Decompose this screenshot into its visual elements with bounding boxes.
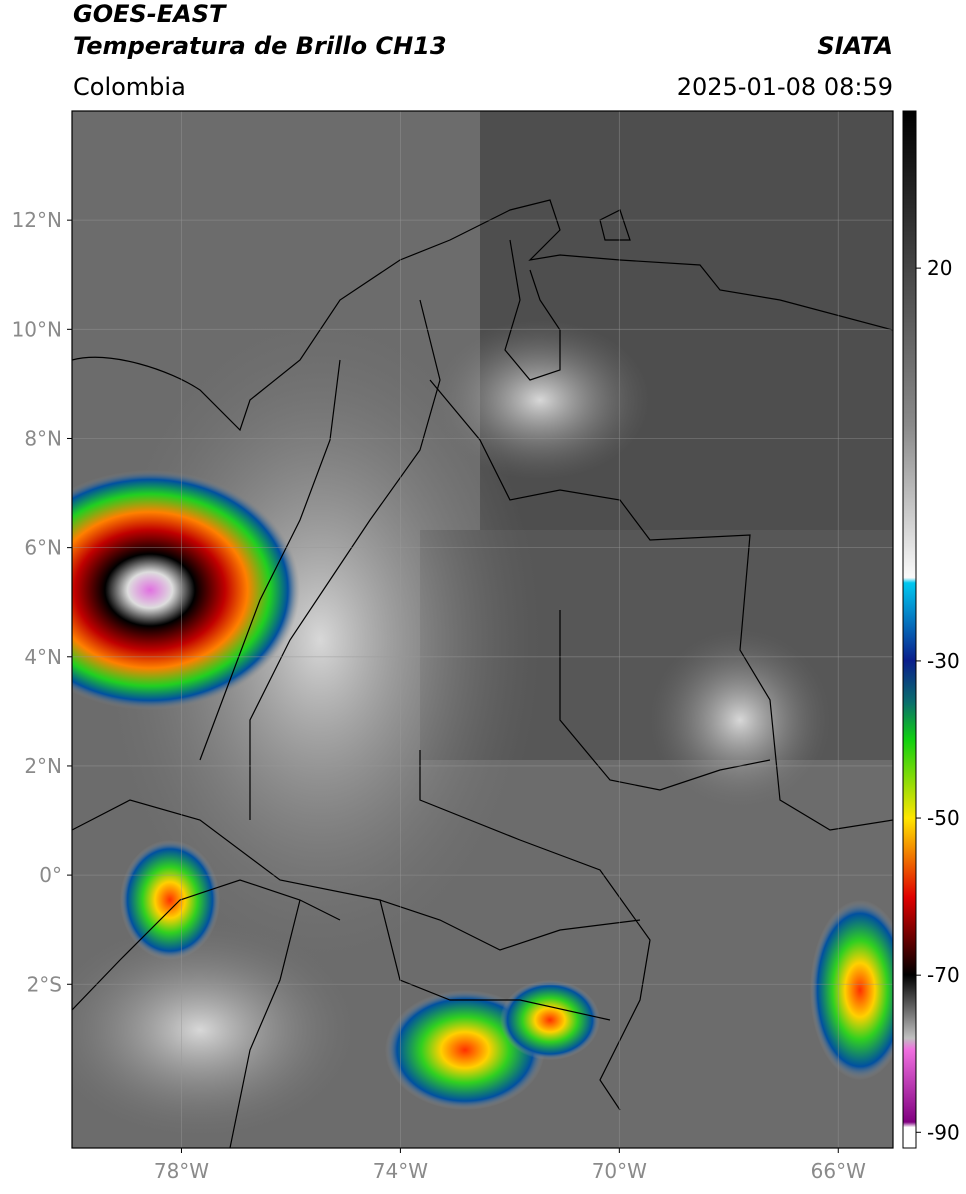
colorbar-tick-label: 20 bbox=[927, 256, 952, 280]
y-tick-label: 0° bbox=[39, 863, 62, 887]
colorbar-tick-label: -70 bbox=[927, 963, 960, 987]
y-tick-label: 6°N bbox=[24, 536, 62, 560]
storm bbox=[810, 900, 893, 1080]
grid bbox=[72, 111, 893, 1148]
y-tick-label: 2°S bbox=[27, 972, 62, 996]
subtitle: Temperatura de Brillo CH13 bbox=[73, 32, 447, 60]
source: SIATA bbox=[817, 32, 893, 60]
x-tick-label: 78°W bbox=[154, 1159, 209, 1183]
y-tick-label: 8°N bbox=[24, 426, 62, 450]
y-tick-label: 10°N bbox=[12, 317, 62, 341]
colorbar-tick-label: -50 bbox=[927, 806, 960, 830]
borders bbox=[72, 199, 893, 1148]
y-tick-label: 2°N bbox=[24, 754, 62, 778]
x-tick-label: 66°W bbox=[811, 1159, 866, 1183]
storm bbox=[500, 980, 600, 1060]
colorbar-tick-label: -30 bbox=[927, 649, 960, 673]
satellite-image bbox=[72, 111, 893, 1148]
x-tick-label: 74°W bbox=[373, 1159, 428, 1183]
title: GOES-EAST bbox=[73, 0, 227, 28]
colorbar-tick-label: -90 bbox=[927, 1120, 960, 1144]
storm bbox=[120, 840, 220, 960]
cloud bbox=[650, 630, 830, 810]
cloud bbox=[72, 920, 360, 1140]
storm bbox=[72, 470, 300, 710]
colorbar bbox=[902, 110, 917, 1149]
map-frame bbox=[71, 110, 894, 1149]
y-tick-label: 4°N bbox=[24, 645, 62, 669]
y-tick-label: 12°N bbox=[12, 208, 62, 232]
x-tick-label: 70°W bbox=[592, 1159, 647, 1183]
datetime: 2025-01-08 08:59 bbox=[677, 73, 893, 101]
cloud bbox=[100, 310, 540, 970]
region: Colombia bbox=[73, 73, 186, 101]
cloud bbox=[430, 320, 650, 480]
